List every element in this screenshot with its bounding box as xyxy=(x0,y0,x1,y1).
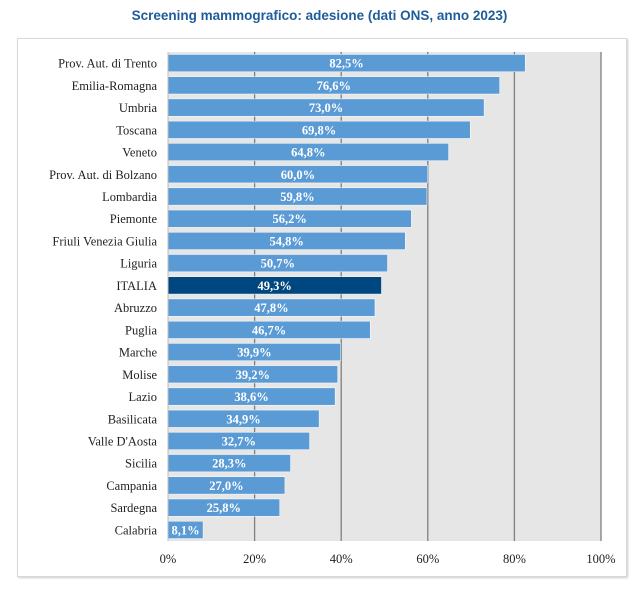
data-label: 76,6% xyxy=(317,79,351,93)
category-label: Lazio xyxy=(129,390,157,404)
x-tick-label: 40% xyxy=(330,552,353,566)
data-label: 25,8% xyxy=(207,501,241,515)
category-label: Marche xyxy=(119,346,158,360)
category-label: Valle D'Aosta xyxy=(88,434,158,448)
x-tick-label: 0% xyxy=(160,552,177,566)
data-label: 39,9% xyxy=(237,346,271,360)
data-label: 27,0% xyxy=(209,479,243,493)
category-label: Lombardia xyxy=(102,190,157,204)
data-label: 39,2% xyxy=(236,368,270,382)
x-tick-label: 20% xyxy=(243,552,266,566)
category-label: Prov. Aut. di Trento xyxy=(58,57,157,71)
category-label: ITALIA xyxy=(116,279,157,293)
category-label: Emilia-Romagna xyxy=(72,79,158,93)
data-label: 28,3% xyxy=(212,457,246,471)
data-label: 49,3% xyxy=(258,279,292,293)
category-label: Umbria xyxy=(119,101,158,115)
data-label: 59,8% xyxy=(280,190,314,204)
category-label: Abruzzo xyxy=(114,301,157,315)
category-label: Calabria xyxy=(115,523,158,537)
data-label: 73,0% xyxy=(309,101,343,115)
category-label: Sicilia xyxy=(125,457,157,471)
category-label: Friuli Venezia Giulia xyxy=(52,234,157,248)
category-label: Liguria xyxy=(120,257,157,271)
x-tick-label: 100% xyxy=(586,552,615,566)
data-label: 46,7% xyxy=(252,323,286,337)
data-label: 38,6% xyxy=(234,390,268,404)
category-label: Sardegna xyxy=(110,501,157,515)
category-label: Molise xyxy=(122,368,157,382)
data-label: 56,2% xyxy=(272,212,306,226)
data-label: 34,9% xyxy=(226,412,260,426)
category-label: Puglia xyxy=(125,323,157,337)
data-label: 8,1% xyxy=(171,523,199,537)
category-label: Veneto xyxy=(122,146,157,160)
data-label: 32,7% xyxy=(222,434,256,448)
data-label: 47,8% xyxy=(254,301,288,315)
category-label: Campania xyxy=(106,479,157,493)
data-label: 64,8% xyxy=(291,146,325,160)
chart-title: Screening mammografico: adesione (dati O… xyxy=(131,8,508,23)
category-label: Piemonte xyxy=(110,212,158,226)
data-label: 54,8% xyxy=(269,234,303,248)
chart-frame xyxy=(17,38,627,577)
data-label: 82,5% xyxy=(329,57,363,71)
x-tick-label: 80% xyxy=(503,552,526,566)
x-tick-label: 60% xyxy=(416,552,439,566)
data-label: 50,7% xyxy=(261,257,295,271)
data-label: 60,0% xyxy=(281,168,315,182)
category-label: Toscana xyxy=(116,123,157,137)
category-label: Prov. Aut. di Bolzano xyxy=(49,168,157,182)
category-label: Basilicata xyxy=(108,412,158,426)
data-label: 69,8% xyxy=(302,123,336,137)
